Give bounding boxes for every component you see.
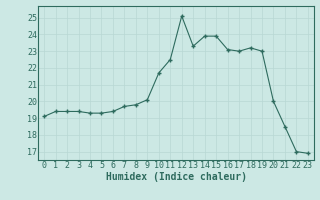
- X-axis label: Humidex (Indice chaleur): Humidex (Indice chaleur): [106, 172, 246, 182]
